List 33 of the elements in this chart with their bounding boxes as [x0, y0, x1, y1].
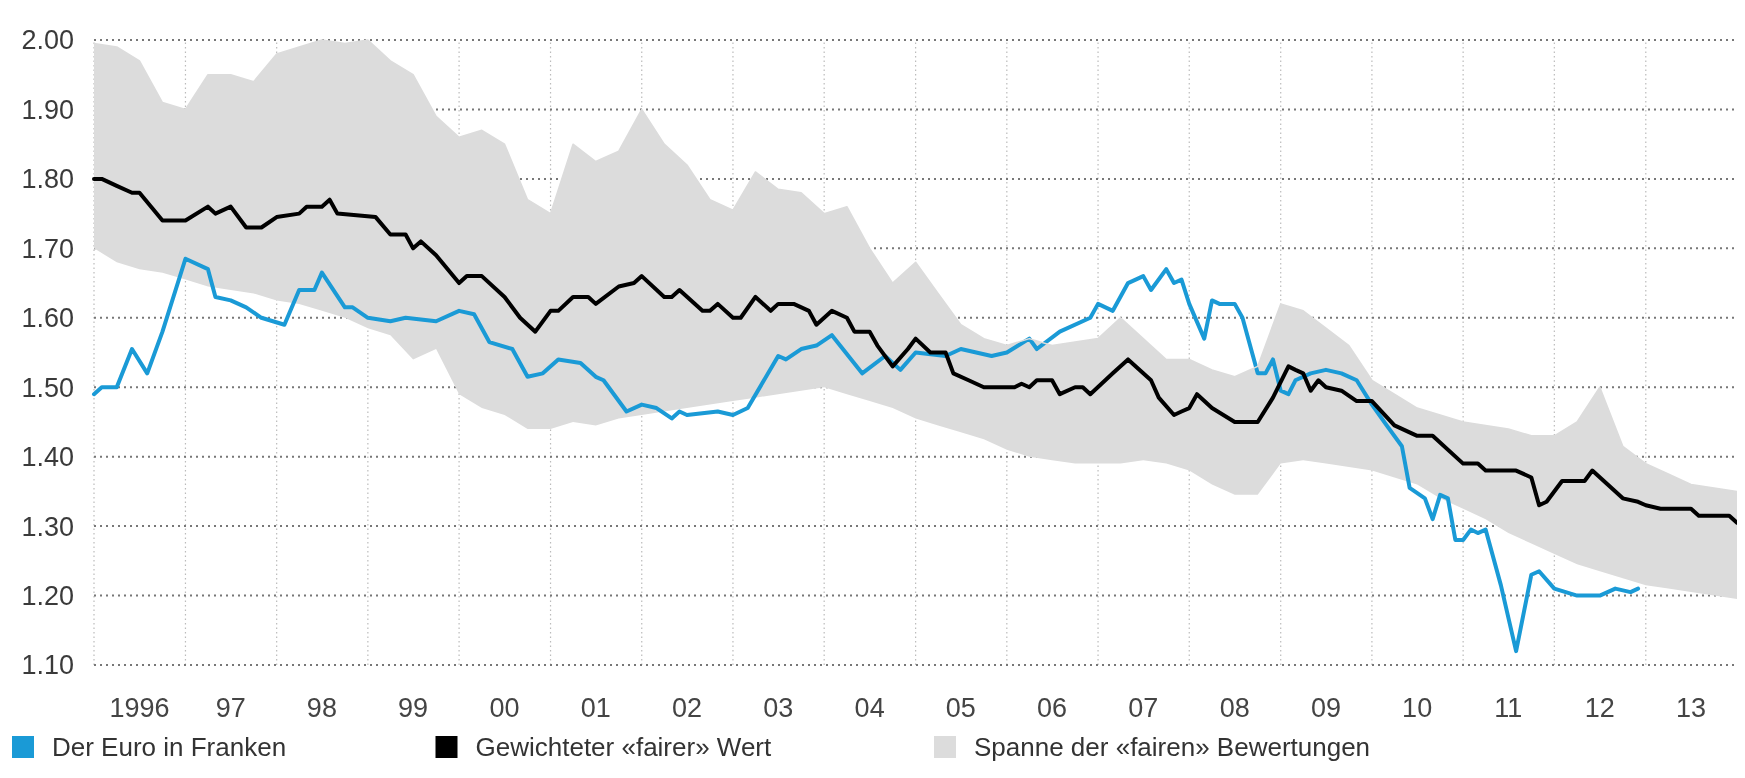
x-tick-label: 10 [1402, 693, 1433, 723]
x-tick-label: 11 [1494, 693, 1523, 723]
x-tick-label: 07 [1128, 693, 1159, 723]
x-tick-label: 01 [580, 693, 611, 723]
x-tick-label: 09 [1310, 693, 1341, 723]
x-tick-label: 05 [945, 693, 976, 723]
line-series [92, 176, 1737, 525]
line-series [92, 256, 1641, 654]
legend-label: Gewichteter «fairer» Wert [475, 732, 773, 762]
y-tick-label: 1.40 [21, 442, 74, 473]
x-tick-label: 97 [215, 693, 246, 723]
x-tick-label: 1996 [109, 693, 170, 723]
y-tick-label: 1.60 [21, 303, 74, 334]
legend-label: Der Euro in Franken [52, 732, 287, 762]
y-tick-label: 1.10 [21, 650, 74, 681]
y-tick-label: 1.80 [21, 164, 74, 195]
y-tick-label: 1.30 [21, 511, 74, 542]
y-tick-label: 1.90 [21, 94, 74, 125]
y-tick-label: 1.70 [21, 233, 74, 264]
x-tick-label: 99 [398, 693, 429, 723]
legend-label: Spanne der «fairen» Bewertungen [974, 732, 1371, 762]
x-tick-label: 04 [854, 693, 885, 723]
x-tick-label: 00 [489, 693, 520, 723]
x-tick-label: 02 [671, 693, 702, 723]
y-tick-label: 1.20 [21, 581, 74, 612]
y-tick-label: 1.50 [21, 372, 74, 403]
x-tick-label: 03 [763, 693, 794, 723]
x-tick-label: 13 [1676, 693, 1707, 723]
x-tick-label: 98 [306, 693, 337, 723]
x-tick-label: 08 [1219, 693, 1250, 723]
x-tick-label: 06 [1037, 693, 1068, 723]
x-tick-label: 12 [1584, 693, 1615, 723]
y-tick-label: 2.00 [21, 25, 74, 56]
